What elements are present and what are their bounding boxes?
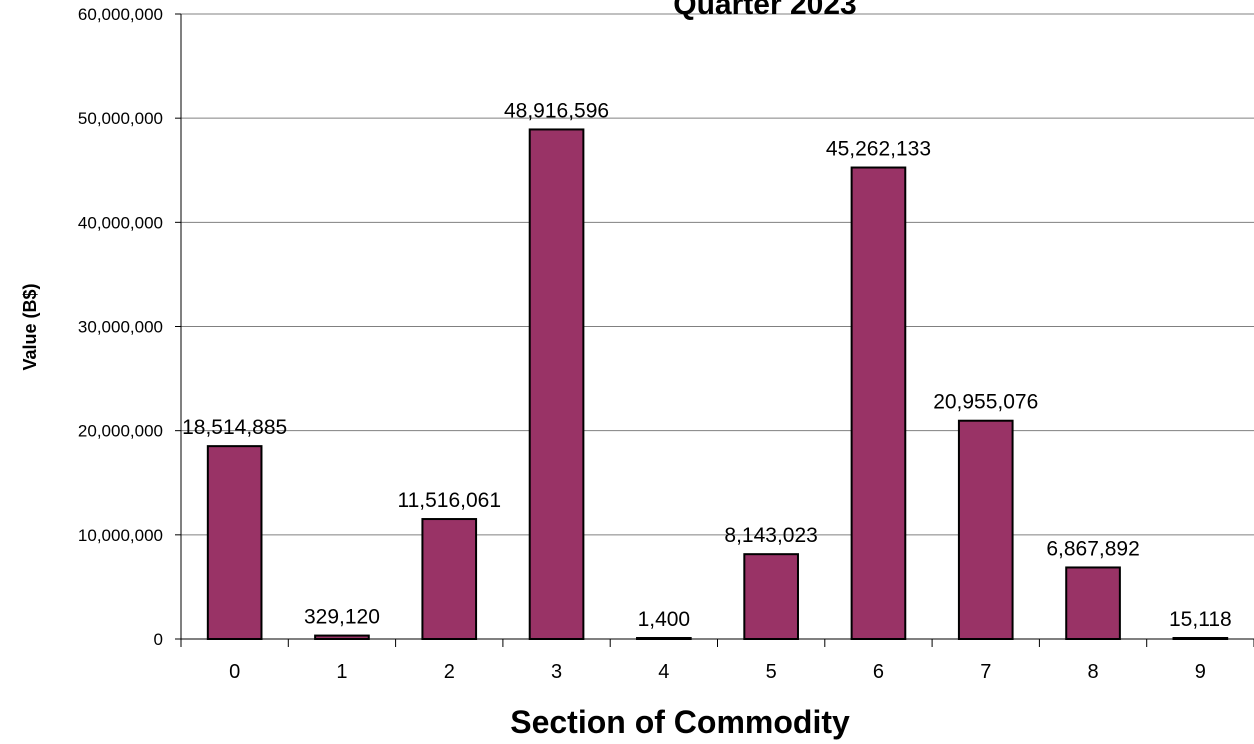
x-tick-label: 8	[1087, 661, 1098, 683]
bars	[206, 128, 1229, 641]
data-label: 48,916,596	[504, 99, 609, 122]
x-axis-title: Section of Commodity	[510, 704, 850, 740]
y-tick-label: 10,000,000	[78, 526, 163, 545]
x-tick-label: 4	[658, 661, 669, 683]
y-tick-labels: 0 10,000,000 20,000,000 30,000,000 40,000,00…	[78, 5, 163, 649]
bar	[850, 166, 907, 641]
bar	[1065, 566, 1121, 641]
bar	[743, 553, 799, 640]
y-tick-label: 50,000,000	[78, 109, 163, 128]
gridlines	[175, 13, 1254, 647]
data-label: 45,262,133	[826, 138, 931, 161]
x-tick-label: 6	[873, 661, 884, 683]
y-tick-label: 0	[154, 630, 163, 649]
data-label: 20,955,076	[933, 391, 1038, 414]
bar	[421, 518, 478, 640]
bar	[528, 128, 585, 640]
bar	[206, 445, 263, 641]
x-tick-label: 2	[444, 661, 455, 683]
data-label: 1,400	[638, 608, 691, 631]
data-labels: 18,514,885 329,120 11,516,061 48,916,596 1,4…	[182, 99, 1232, 631]
x-tick-labels: 0 1 2 3 4 5 6 7 8 9	[229, 661, 1206, 683]
x-tick-label: 7	[980, 661, 991, 683]
x-tick-label: 9	[1195, 661, 1206, 683]
y-tick-label: 20,000,000	[78, 422, 163, 441]
y-tick-label: 30,000,000	[78, 318, 163, 337]
y-tick-label: 40,000,000	[78, 213, 163, 232]
y-axis-title: Value (B$)	[20, 283, 40, 370]
x-tick-label: 3	[551, 661, 562, 683]
data-label: 8,143,023	[724, 524, 817, 547]
data-label: 329,120	[304, 606, 380, 629]
bar	[314, 634, 370, 640]
x-tick-label: 5	[766, 661, 777, 683]
data-label: 11,516,061	[397, 489, 501, 512]
bar	[636, 637, 692, 640]
data-label: 6,867,892	[1046, 537, 1139, 560]
bar	[957, 419, 1014, 640]
x-tick-label: 1	[336, 661, 347, 683]
chart-title: Quarter 2023	[673, 0, 856, 21]
data-label: 18,514,885	[182, 416, 287, 439]
data-label: 15,118	[1169, 608, 1232, 631]
y-tick-label: 60,000,000	[78, 5, 163, 24]
x-tick-label: 0	[229, 661, 240, 683]
bar	[1172, 637, 1229, 640]
